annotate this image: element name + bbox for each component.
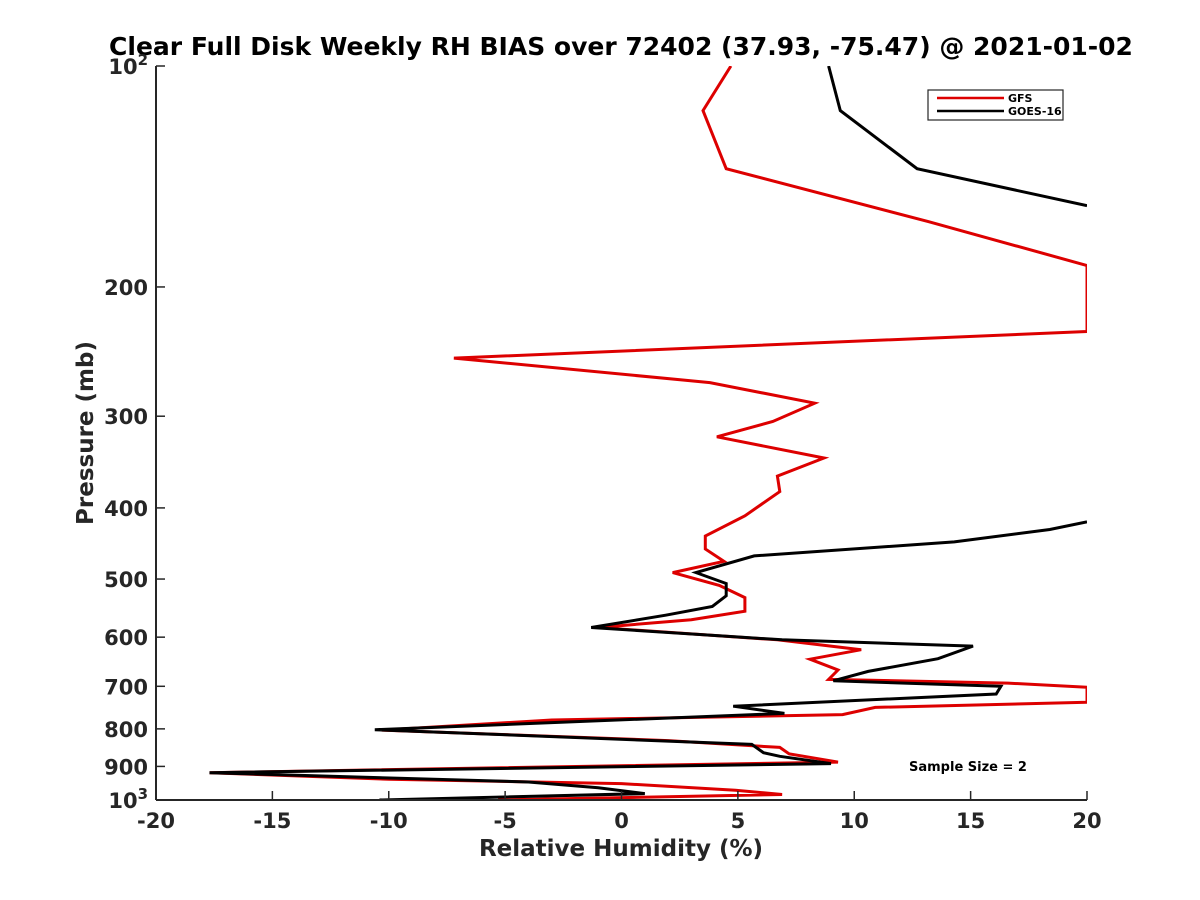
y-tick-label-base: 600 — [104, 626, 148, 650]
legend-label-goes16: GOES-16 — [1008, 105, 1062, 118]
x-tick-label: 10 — [840, 809, 869, 833]
series-line-gfs — [209, 66, 1087, 800]
legend-box — [927, 89, 1064, 121]
y-tick-label: 200 — [104, 276, 148, 300]
y-tick-label-base: 10 — [108, 789, 137, 813]
x-tick-label: -20 — [137, 809, 175, 833]
y-tick-label: 900 — [104, 755, 148, 779]
tick-layer: -20 -15 -10 -5 0 5 10 15 20102200300400500600700… — [104, 51, 1101, 833]
x-axis-label: Relative Humidity (%) — [479, 836, 763, 862]
x-tick-label: 0 — [614, 809, 629, 833]
x-tick-label: -10 — [370, 809, 408, 833]
y-tick-label: 500 — [104, 568, 148, 592]
y-tick-label-base: 700 — [104, 675, 148, 699]
x-tick-label: -15 — [253, 809, 291, 833]
series-line-goes16 — [209, 66, 1087, 800]
y-tick-label-exponent: 2 — [138, 51, 148, 69]
y-tick-label: 800 — [104, 718, 148, 742]
chart-title: Clear Full Disk Weekly RH BIAS over 7240… — [109, 32, 1133, 61]
y-tick-label-base: 900 — [104, 755, 148, 779]
x-tick-label: 5 — [731, 809, 746, 833]
y-tick-label: 600 — [104, 626, 148, 650]
y-tick-label-base: 400 — [104, 497, 148, 521]
y-tick-label: 103 — [108, 785, 148, 813]
y-tick-label-base: 300 — [104, 405, 148, 429]
y-tick-label-base: 500 — [104, 568, 148, 592]
y-tick-label: 300 — [104, 405, 148, 429]
x-tick-label: 15 — [956, 809, 985, 833]
y-tick-label-base: 800 — [104, 718, 148, 742]
y-tick-label: 102 — [108, 51, 148, 79]
legend-label-gfs: GFS — [1008, 92, 1033, 105]
x-tick-label: 20 — [1072, 809, 1101, 833]
y-tick-label: 400 — [104, 497, 148, 521]
y-tick-label-base: 200 — [104, 276, 148, 300]
legend: GFS GOES-16 — [927, 89, 1064, 121]
y-axis-label: Pressure (mb) — [73, 341, 99, 525]
y-tick-label: 700 — [104, 675, 148, 699]
sample-size-annotation: Sample Size = 2 — [909, 760, 1027, 775]
y-tick-label-exponent: 3 — [138, 785, 148, 803]
y-tick-label-base: 10 — [108, 55, 137, 79]
series-layer — [209, 66, 1087, 800]
x-tick-label: -5 — [493, 809, 516, 833]
